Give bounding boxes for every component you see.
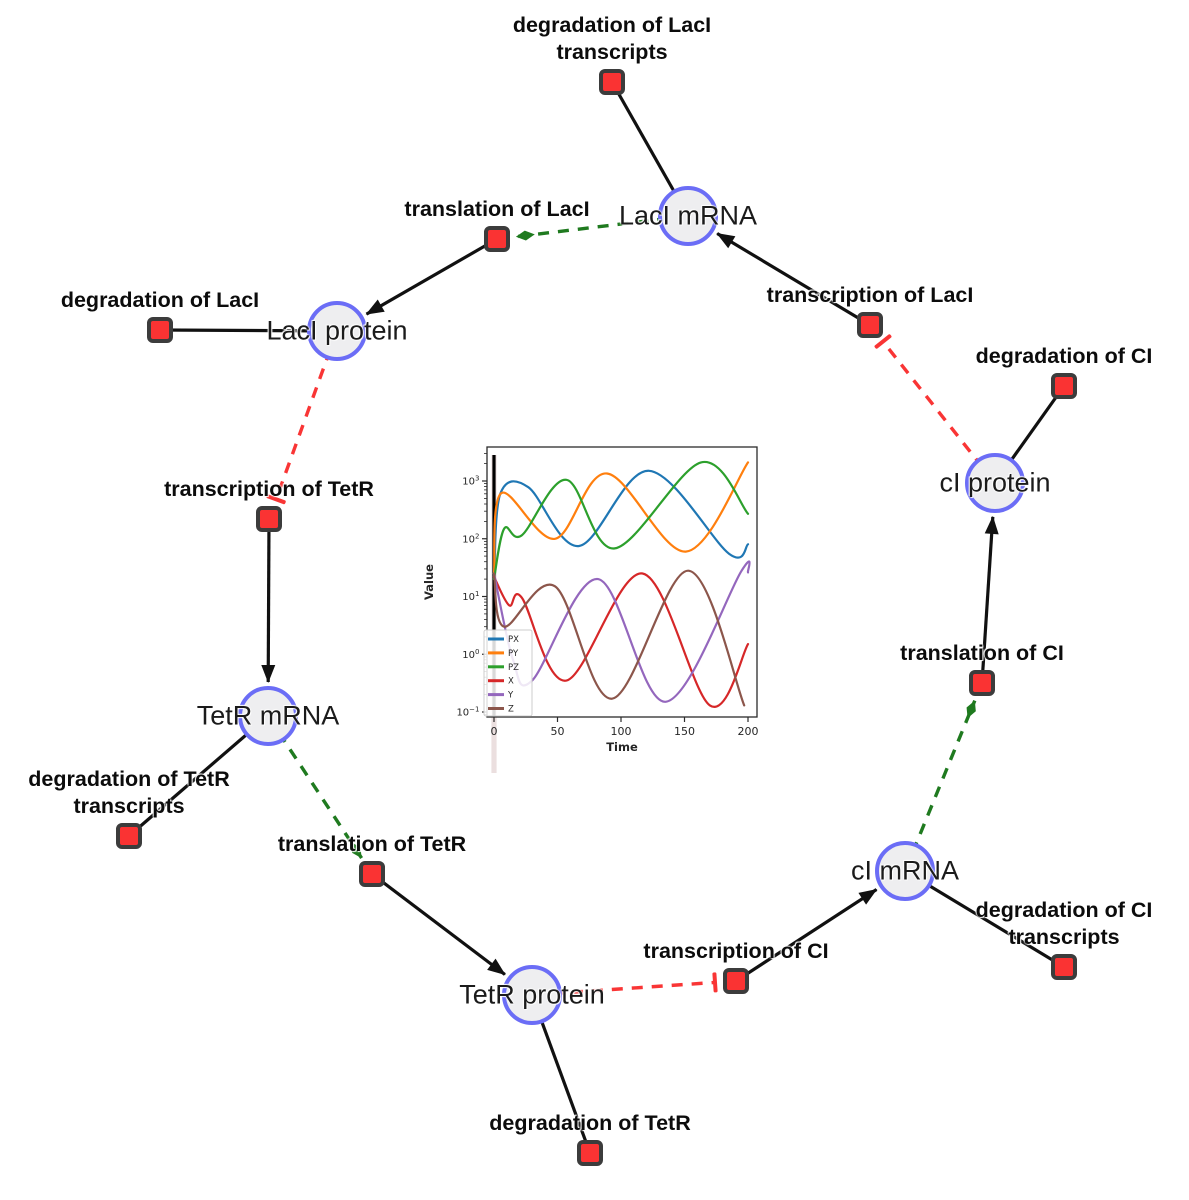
axes-frame: [486, 446, 758, 718]
reaction-node-translation-ci[interactable]: [969, 670, 995, 696]
edge-inhibition-tetr-protein-to-transcription-ci: [531, 972, 718, 997]
legend-label-X: X: [508, 677, 514, 687]
y-tick-label: 103: [462, 475, 479, 488]
legend-label-PY: PY: [508, 649, 519, 659]
reaction-node-deg-tetr-transcripts[interactable]: [116, 823, 142, 849]
edge-production-translation-tetr-to-tetr-protein: [371, 872, 506, 976]
y-tick-label: 102: [462, 532, 479, 545]
reaction-node-deg-tetr[interactable]: [577, 1140, 603, 1166]
series-line-PZ: [492, 461, 750, 581]
x-tick-label: 200: [738, 725, 759, 738]
edge-production-translation-ci-to-ci-protein: [980, 515, 999, 684]
reaction-node-deg-laci-transcripts[interactable]: [599, 69, 625, 95]
reaction-node-transcription-ci[interactable]: [723, 968, 749, 994]
species-node-tetr-mrna[interactable]: [238, 686, 298, 746]
series-line-PY: [492, 461, 750, 575]
x-axis-label: Time: [606, 740, 638, 754]
x-tick-label: 100: [611, 725, 632, 738]
x-tick-label: 0: [491, 725, 498, 738]
edge-consumption-ci-mrna-to-deg-ci-transcripts: [904, 869, 1065, 969]
edge-production-transcription-laci-to-laci-mrna: [716, 232, 871, 327]
reaction-node-translation-tetr[interactable]: [359, 861, 385, 887]
series-line-Z: [492, 569, 746, 707]
reaction-node-translation-laci[interactable]: [484, 226, 510, 252]
species-node-laci-mrna[interactable]: [658, 186, 718, 246]
reaction-node-deg-ci-transcripts[interactable]: [1051, 954, 1077, 980]
reaction-node-transcription-tetr[interactable]: [256, 506, 282, 532]
reaction-node-transcription-laci[interactable]: [857, 312, 883, 338]
species-node-ci-mrna[interactable]: [875, 841, 935, 901]
y-axis-label: Value: [422, 564, 436, 600]
y-tick-label: 101: [462, 590, 479, 603]
species-node-laci-protein[interactable]: [307, 301, 367, 361]
series-line-PX: [492, 469, 750, 581]
species-node-tetr-protein[interactable]: [502, 965, 562, 1025]
edge-production-transcription-tetr-to-tetr-mrna: [261, 518, 276, 683]
legend-label-PX: PX: [508, 635, 519, 645]
x-tick-label: 150: [674, 725, 695, 738]
legend-label-Y: Y: [507, 691, 514, 701]
plot-legend: PX PY PZ XYZ: [483, 629, 533, 717]
y-tick-label: 10−1: [456, 706, 479, 719]
x-tick-label: 50: [551, 725, 565, 738]
edge-production-transcription-ci-to-ci-mrna: [735, 888, 878, 983]
legend-label-Z: Z: [508, 705, 514, 715]
legend-label-PZ: PZ: [508, 663, 519, 673]
reaction-node-deg-laci[interactable]: [147, 317, 173, 343]
y-tick-label: 100: [462, 648, 479, 661]
species-node-ci-protein[interactable]: [965, 453, 1025, 513]
reaction-node-deg-ci[interactable]: [1051, 373, 1077, 399]
edge-production-translation-laci-to-laci-protein: [365, 237, 498, 316]
